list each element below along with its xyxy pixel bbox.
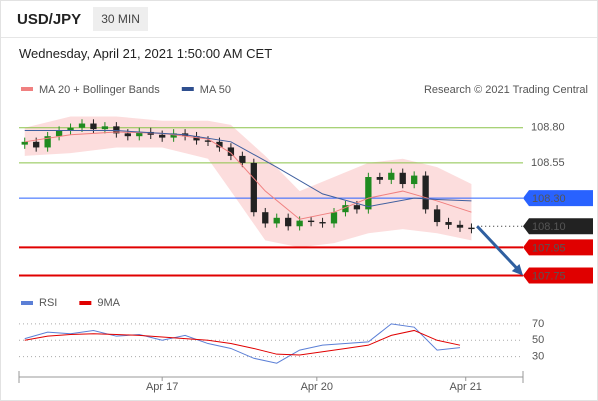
candle-body <box>216 141 223 148</box>
level-label: 107.95 <box>532 242 566 254</box>
candle-body <box>250 162 257 213</box>
candle-body <box>90 123 97 130</box>
level-tag <box>523 267 593 284</box>
forecast-arrow <box>476 225 520 271</box>
candle-body <box>170 133 177 138</box>
symbol: USD/JPY <box>17 10 82 28</box>
candle-body <box>376 177 383 180</box>
x-tick-label: Apr 21 <box>450 381 482 393</box>
candle-body <box>388 172 395 180</box>
candle-body <box>204 140 212 142</box>
candle-body <box>78 123 86 128</box>
candle-body <box>101 126 109 130</box>
candle-body <box>342 205 349 213</box>
candle-body <box>124 133 131 137</box>
candle-body <box>239 155 246 163</box>
candle-body <box>44 136 51 148</box>
candle-body <box>285 217 292 227</box>
level-tag <box>523 239 593 256</box>
candle-body <box>262 212 269 224</box>
ma-line <box>24 130 472 208</box>
candle-body <box>159 134 166 138</box>
level-tag <box>523 218 593 235</box>
candle-body <box>433 209 441 223</box>
candle-body <box>296 220 303 227</box>
bollinger-bands <box>24 116 472 248</box>
x-tick-label: Apr 17 <box>146 381 178 393</box>
level-label: 108.30 <box>532 193 566 205</box>
candle-body <box>136 131 143 137</box>
legend-swatch <box>21 301 33 305</box>
candle-body <box>365 177 372 210</box>
candle-body <box>468 227 475 230</box>
x-tick-label: Apr 20 <box>301 381 333 393</box>
legend-swatch <box>21 87 33 91</box>
level-label: 107.75 <box>532 270 566 282</box>
candle-body <box>193 136 200 141</box>
level-label: 108.55 <box>531 157 565 169</box>
level-tag <box>523 190 593 207</box>
candle-body <box>330 212 338 224</box>
header: USD/JPY 30 MIN <box>1 1 597 38</box>
candle-body <box>411 175 418 185</box>
candle-body <box>273 217 280 224</box>
ma-line <box>24 131 472 220</box>
legend-label: MA 20 + Bollinger Bands <box>39 84 160 96</box>
candle-body <box>307 220 315 223</box>
candle-body <box>445 222 452 225</box>
legend-label: RSI <box>39 297 57 309</box>
level-label: 108.80 <box>531 122 565 134</box>
timeframe[interactable]: 30 MIN <box>93 7 148 31</box>
candle-body <box>399 172 406 185</box>
indicator-line <box>24 329 461 356</box>
y-tick-label: 50 <box>532 334 544 346</box>
legend-swatch <box>181 87 194 91</box>
legend-label: MA 50 <box>200 84 231 96</box>
indicator-line <box>24 323 461 364</box>
candle-body <box>67 127 74 131</box>
candle-body <box>422 175 429 210</box>
candle-body <box>113 126 120 134</box>
y-tick-label: 70 <box>532 318 544 330</box>
credit: Research © 2021 Trading Central <box>424 84 588 96</box>
candle-body <box>55 130 63 137</box>
candle-body <box>227 147 235 156</box>
candle-body <box>319 222 326 224</box>
candle-body <box>33 141 40 148</box>
y-tick-label: 30 <box>532 351 544 363</box>
candle-body <box>456 224 464 228</box>
candle-body <box>353 205 361 210</box>
candle-body <box>21 141 28 145</box>
forecast-arrow-head <box>511 264 523 276</box>
subtitle: Wednesday, April 21, 2021 1:50:00 AM CET <box>19 46 273 61</box>
legend-swatch <box>79 301 92 305</box>
legend-label: 9MA <box>97 297 120 309</box>
level-label: 108.10 <box>532 221 566 233</box>
